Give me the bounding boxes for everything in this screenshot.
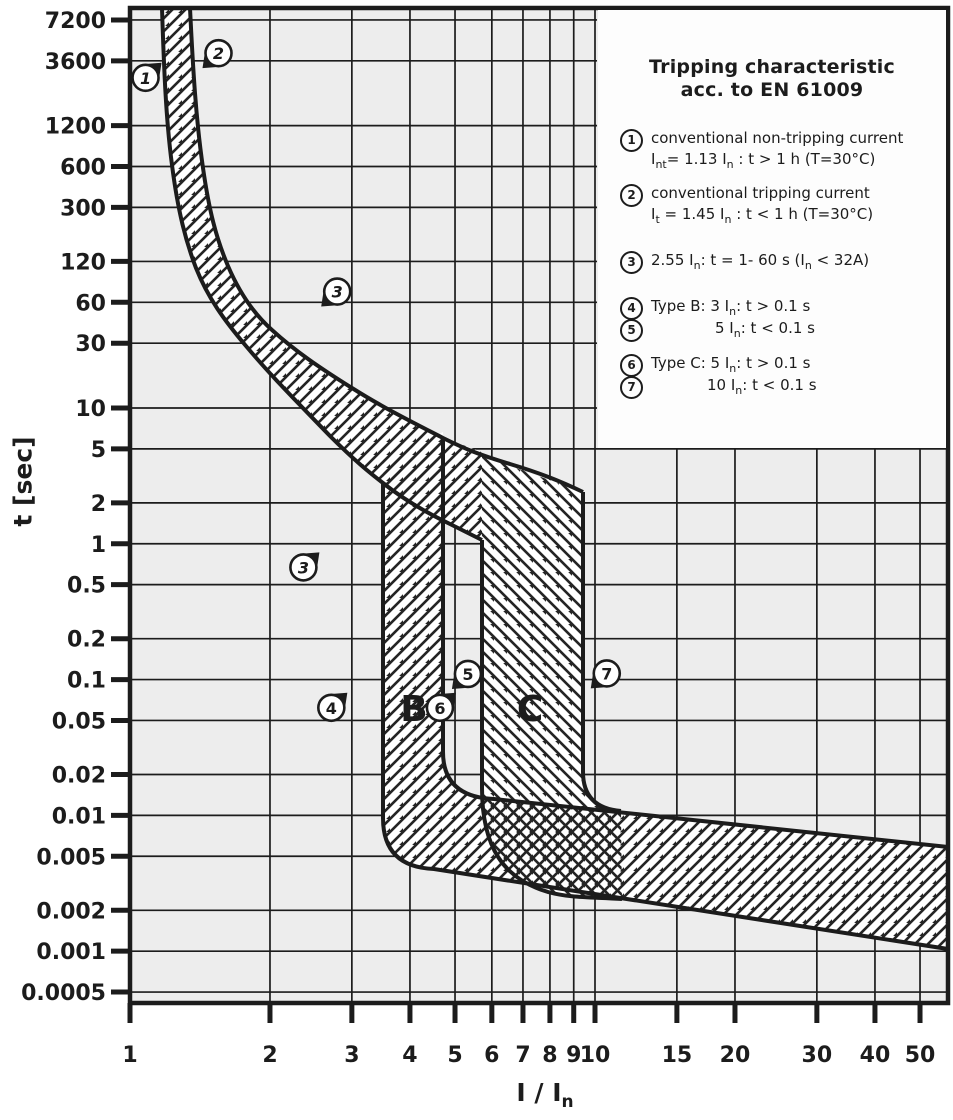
y-tick-label: 60 [75, 291, 106, 316]
zone-letter: C [517, 689, 543, 730]
x-axis-title: I / In [516, 1078, 574, 1112]
x-tick-label: 8 [542, 1043, 557, 1068]
x-tick-label: 2 [262, 1043, 277, 1068]
y-tick-label: 30 [75, 332, 106, 357]
marker-number: 6 [434, 699, 445, 718]
y-tick-label: 0.05 [52, 709, 106, 734]
legend-item: 7 10 In: t < 0.1 s [620, 375, 940, 399]
marker-number: 5 [462, 665, 473, 684]
type-c-upper-limit [581, 492, 622, 813]
x-tick-label: 5 [447, 1043, 462, 1068]
x-tick-label: 30 [802, 1043, 833, 1068]
legend-item-text: 2.55 In: t = 1- 60 s (In < 32A) [651, 251, 870, 272]
y-axis-title: t [sec] [8, 436, 38, 527]
legend-item: 4 Type B: 3 In: t > 0.1 s [620, 296, 940, 320]
type-b-lower-limit [381, 483, 946, 951]
marker-circle [322, 277, 352, 306]
legend-title: Tripping characteristic acc. to EN 61009 [598, 56, 946, 102]
plot-frame [127, 5, 951, 1006]
thermal-lower-limit-curve [160, 10, 483, 542]
y-tick-label: 7200 [45, 9, 106, 34]
marker-number: 2 [213, 44, 224, 63]
y-tick-label: 3600 [45, 50, 106, 75]
x-tick-label: 50 [905, 1043, 936, 1068]
x-tick-label: 10 [580, 1043, 611, 1068]
y-tick-label: 0.0005 [21, 981, 106, 1006]
marker-number: 7 [601, 664, 612, 683]
legend-title-line2: acc. to EN 61009 [680, 79, 864, 101]
legend-item-text: It = 1.45 In : t < 1 h (T=30°C) [651, 205, 874, 226]
legend-item-number-circle: 7 [620, 376, 643, 399]
axis-ticks-and-labels: 7200360012006003001206030105210.50.20.10… [21, 9, 935, 1068]
legend-item-number-circle: 1 [620, 129, 643, 152]
y-tick-label: 0.001 [36, 940, 106, 965]
y-tick-label: 120 [60, 250, 106, 275]
x-tick-label: 6 [484, 1043, 499, 1068]
marker-number: 3 [332, 283, 343, 302]
zone-letter: B [400, 689, 427, 730]
x-tick-label: 1 [122, 1043, 137, 1068]
legend-item: 3 2.55 In: t = 1- 60 s (In < 32A) [620, 250, 940, 274]
type-c-band-hatch [482, 456, 622, 899]
marker-number: 3 [298, 558, 309, 577]
y-tick-label: 10 [75, 397, 106, 422]
legend-item-text: Type B: 3 In: t > 0.1 s [651, 297, 811, 318]
legend-item: 5 5 In: t < 0.1 s [620, 318, 940, 342]
marker-circle [592, 659, 622, 688]
marker-number: 4 [326, 699, 337, 718]
y-tick-label: 0.5 [67, 574, 106, 599]
marker-circle [453, 659, 483, 689]
y-tick-label: 300 [60, 196, 106, 221]
marker-circle [204, 38, 233, 68]
legend-item-text: Int= 1.13 In : t > 1 h (T=30°C) [651, 150, 876, 171]
marker-number: 1 [140, 69, 151, 88]
legend-item-number-circle: 4 [620, 297, 643, 320]
y-tick-label: 0.2 [67, 628, 106, 653]
marker-circle [317, 693, 346, 723]
legend-panel: Tripping characteristic acc. to EN 61009… [598, 10, 946, 448]
marker-circle [425, 693, 455, 723]
legend-item-text: conventional tripping current [651, 184, 870, 202]
y-tick-label: 0.002 [36, 899, 106, 924]
x-tick-label: 40 [860, 1043, 891, 1068]
curve-markers: 1 2 3 3 4 56 7 B C [131, 38, 622, 730]
legend-item-text: 5 In: t < 0.1 s [715, 319, 815, 340]
legend-item: 2 conventional tripping current It = 1.45 … [620, 183, 940, 225]
legend-item: 6 Type C: 5 In: t > 0.1 s [620, 353, 940, 377]
type-b-upper-limit [441, 438, 946, 849]
x-tick-label: 7 [515, 1043, 530, 1068]
legend-item-text: conventional non-tripping current [651, 129, 904, 147]
legend-item-number-circle: 3 [620, 251, 643, 274]
y-tick-label: 2 [91, 492, 106, 517]
legend-title-line1: Tripping characteristic [649, 56, 895, 78]
y-tick-label: 0.1 [67, 669, 106, 694]
marker-circle [289, 553, 318, 582]
y-tick-label: 0.005 [36, 845, 106, 870]
y-tick-label: 600 [60, 156, 106, 181]
plot-border [127, 5, 951, 1006]
legend-item-number-circle: 2 [620, 184, 643, 207]
marker-circle [131, 63, 160, 93]
legend-item-text: 10 In: t < 0.1 s [707, 376, 817, 397]
y-tick-label: 5 [91, 438, 106, 463]
thermal-upper-limit-curve [188, 10, 584, 494]
x-tick-label: 3 [344, 1043, 359, 1068]
x-tick-label: 15 [662, 1043, 693, 1068]
tripping-bands [160, 10, 946, 951]
x-tick-label: 20 [720, 1043, 751, 1068]
x-tick-label: 4 [402, 1043, 417, 1068]
type-c-lower-limit [480, 540, 623, 901]
legend-item-number-circle: 5 [620, 319, 643, 342]
y-tick-label: 1200 [45, 115, 106, 140]
legend-item-text: Type C: 5 In: t > 0.1 s [651, 354, 811, 375]
y-tick-label: 0.01 [52, 804, 106, 829]
thermal-band-hatch [162, 10, 482, 540]
y-tick-label: 1 [91, 533, 106, 558]
x-tick-label: 9 [566, 1043, 581, 1068]
legend-item: 1 conventional non-tripping current Int= 1… [620, 128, 940, 170]
y-tick-label: 0.02 [52, 764, 106, 789]
legend-item-number-circle: 6 [620, 354, 643, 377]
